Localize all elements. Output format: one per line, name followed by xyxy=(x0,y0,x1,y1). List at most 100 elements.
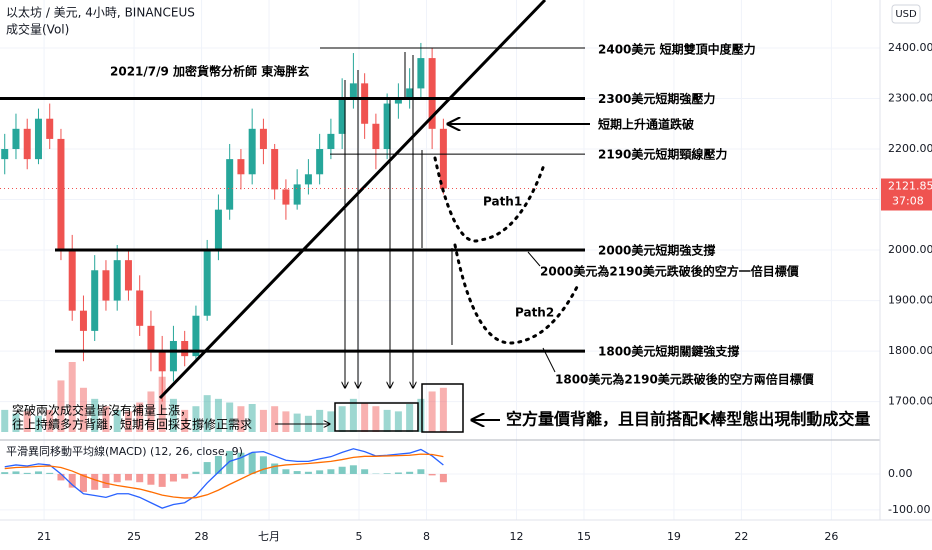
macd-histogram xyxy=(271,463,279,474)
candle-body xyxy=(181,340,189,357)
volume-bar xyxy=(383,409,391,432)
macd-histogram xyxy=(417,469,425,474)
annotation: 短期上升通道跌破 xyxy=(598,117,694,132)
macd-histogram xyxy=(361,469,369,474)
candle-body xyxy=(79,310,87,331)
annotation: Path1 xyxy=(483,195,522,209)
macd-histogram xyxy=(124,473,132,481)
macd-histogram xyxy=(102,473,110,488)
macd-histogram xyxy=(214,455,222,474)
candle-body xyxy=(293,184,301,205)
x-tick-label: 26 xyxy=(824,530,838,543)
macd-histogram xyxy=(46,472,54,474)
macd-histogram xyxy=(79,473,87,492)
candle-body xyxy=(349,83,357,99)
macd-histogram xyxy=(237,452,245,474)
candle-body xyxy=(361,83,369,124)
macd-histogram xyxy=(338,466,346,474)
volume-bar xyxy=(113,409,121,432)
volume-bar xyxy=(147,391,155,432)
y-tick-label: 1900.00 xyxy=(888,294,932,307)
path1-curve xyxy=(433,156,547,243)
volume-bar xyxy=(124,411,132,432)
candle-body xyxy=(147,325,155,352)
volume-bar xyxy=(394,411,402,432)
level-label: 2400美元 短期雙頂中度壓力 xyxy=(598,41,756,56)
y-tick-label: 2400.00 xyxy=(888,41,932,54)
candle-body xyxy=(383,103,391,150)
candle-body xyxy=(214,209,222,251)
candle-body xyxy=(338,98,346,134)
x-tick-label: 22 xyxy=(734,530,748,543)
macd-histogram xyxy=(12,471,20,474)
candle-body xyxy=(192,315,200,357)
macd-histogram xyxy=(406,471,414,474)
volume-box xyxy=(421,383,464,433)
candle-body xyxy=(23,128,31,160)
volume-bar xyxy=(203,395,211,432)
macd-histogram xyxy=(282,469,290,474)
candle-body xyxy=(439,128,447,189)
price-badge xyxy=(881,178,932,211)
volume-bar xyxy=(349,398,357,432)
y-tick-label: 2200.00 xyxy=(888,142,932,155)
volume-bar xyxy=(214,398,222,432)
candle-body xyxy=(68,250,76,311)
volume-bar xyxy=(361,402,369,432)
candle-body xyxy=(282,189,290,205)
macd-histogram xyxy=(428,473,436,476)
candle-body xyxy=(417,58,425,89)
currency: USD xyxy=(895,9,917,20)
candle-body xyxy=(34,118,42,160)
macd-histogram xyxy=(226,450,234,474)
candle-body xyxy=(406,88,414,99)
y-tick-label: 2000.00 xyxy=(888,243,932,256)
path2-curve xyxy=(453,243,580,345)
macd-histogram xyxy=(316,470,324,474)
volume-bar xyxy=(23,411,31,432)
candle-body xyxy=(91,270,99,331)
macd-histogram xyxy=(259,456,267,474)
level-label: 2300美元短期強壓力 xyxy=(598,91,715,106)
macd-histogram xyxy=(68,473,76,488)
signal-line xyxy=(4,453,444,499)
candle-body xyxy=(169,340,177,372)
volume-bar xyxy=(57,380,65,432)
candle-body xyxy=(428,58,436,129)
currency-badge[interactable] xyxy=(891,4,921,24)
volume-bar xyxy=(169,398,177,432)
annotation: 突破兩次成交量皆沒有補量上漲， xyxy=(12,403,192,418)
volume-bar xyxy=(46,409,54,432)
y-tick-label: 0.00 xyxy=(888,467,913,480)
candle-body xyxy=(248,128,256,175)
candle-body xyxy=(372,123,380,150)
annotation: 往上持續多方背離，短期有回採支撐修正需求 xyxy=(12,417,252,432)
volume-bar xyxy=(91,398,99,432)
macd-histogram xyxy=(293,471,301,474)
marks xyxy=(1,42,447,509)
volume-bar xyxy=(316,409,324,432)
x-tick-label: 15 xyxy=(577,530,591,543)
candle-body xyxy=(136,290,144,326)
annotation: 2021/7/9 加密貨幣分析師 東海胖玄 xyxy=(110,64,309,79)
x-tick-label: 25 xyxy=(127,530,141,543)
countdown: 37:08 xyxy=(892,195,924,208)
candle-body xyxy=(327,133,335,150)
volume-bar xyxy=(417,398,425,432)
volume-bar xyxy=(327,411,335,432)
macd-histogram xyxy=(327,469,335,474)
volume-bar xyxy=(271,406,279,432)
candle-body xyxy=(271,149,279,190)
x-tick-label: 12 xyxy=(509,530,523,543)
x-tick-label: 21 xyxy=(37,530,51,543)
macd-histogram xyxy=(383,473,391,474)
annotation: 2000美元為2190美元跌破後的空方一倍目標價 xyxy=(540,264,800,279)
volume-bar xyxy=(338,406,346,432)
candle-body xyxy=(316,149,324,175)
volume-bar xyxy=(259,409,267,432)
candle-body xyxy=(226,159,234,210)
macd-histogram xyxy=(57,473,65,481)
macd-histogram xyxy=(23,472,31,474)
volume-bar xyxy=(136,402,144,432)
